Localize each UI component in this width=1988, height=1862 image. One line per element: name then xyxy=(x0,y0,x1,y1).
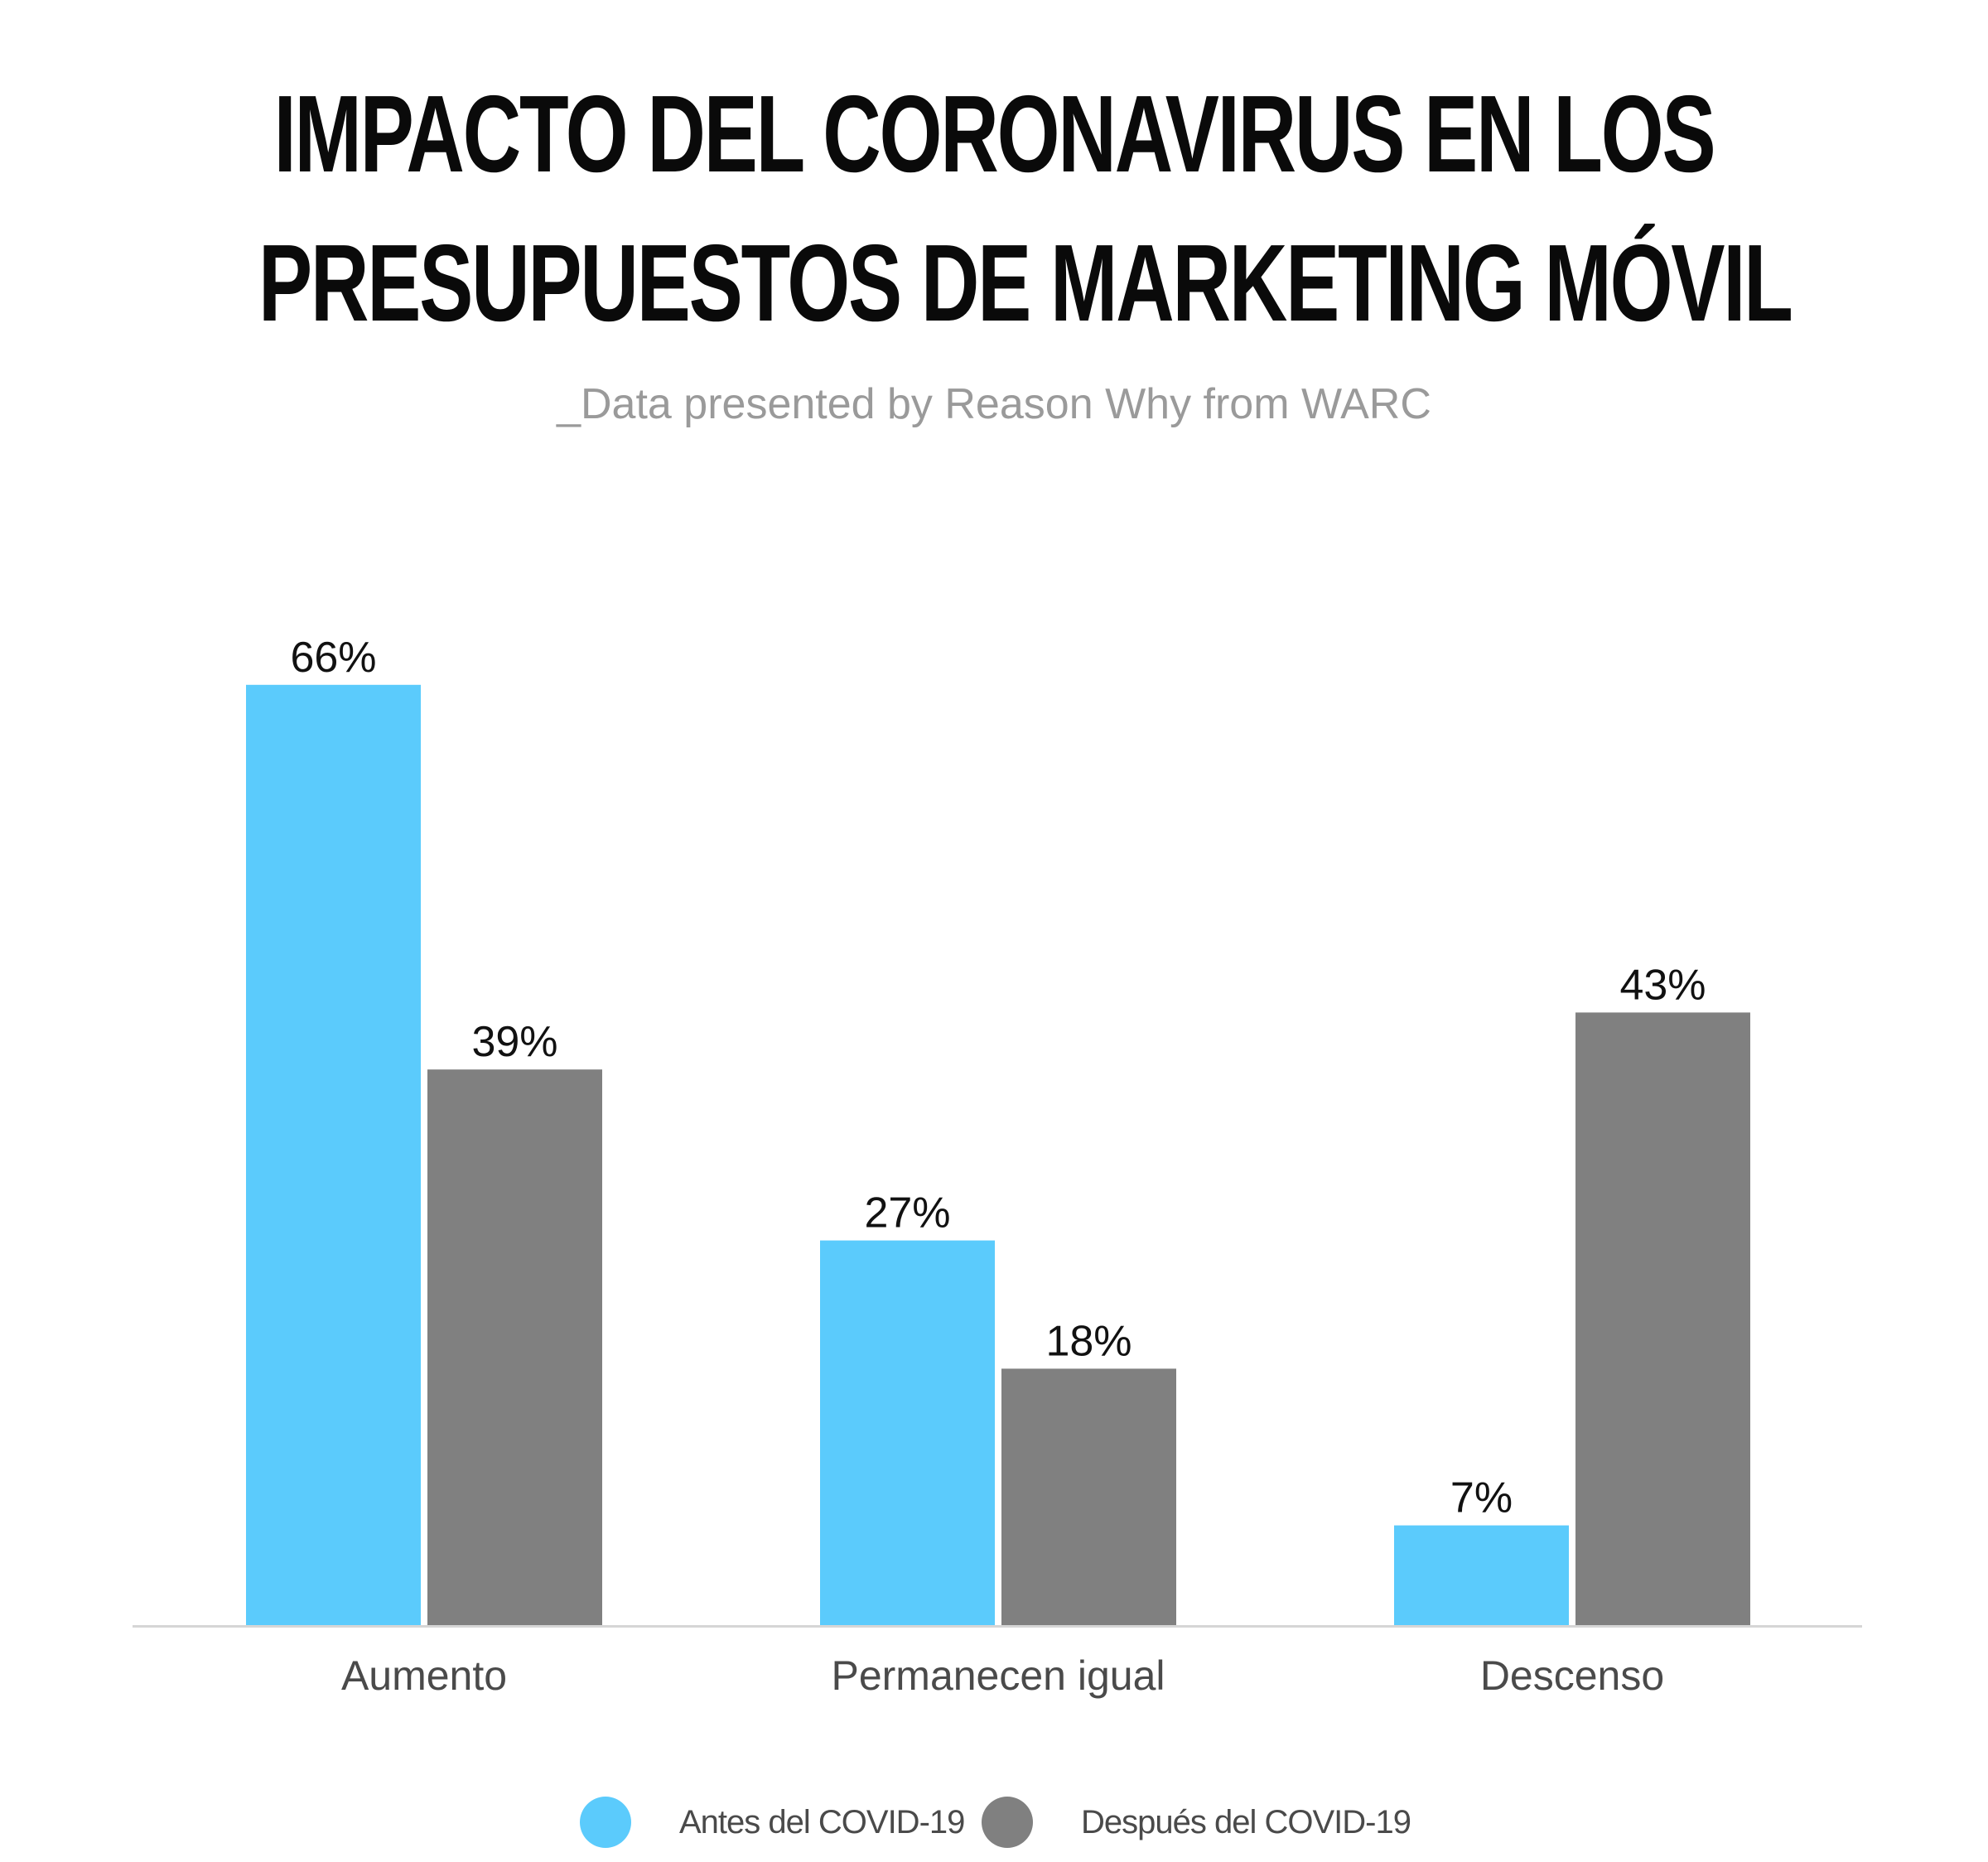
bar-permanecen-igual-antes xyxy=(820,1240,995,1625)
bar-aumento-antes xyxy=(246,684,421,1625)
chart-title-line-1: IMPACTO DEL CORONAVIRUS EN LOS xyxy=(273,73,1716,195)
legend-label-antes: Antes del COVID-19 xyxy=(679,1803,965,1840)
legend-item-antes: Antes del COVID-19 xyxy=(580,1793,965,1851)
value-label-aumento-antes: 66% xyxy=(290,634,376,682)
category-label-descenso: Descenso xyxy=(1480,1652,1664,1699)
value-label-aumento-despues: 39% xyxy=(471,1018,557,1066)
value-label-descenso-despues: 43% xyxy=(1619,961,1706,1009)
legend-swatch-antes xyxy=(580,1797,631,1848)
value-label-permanecen-igual-antes: 27% xyxy=(864,1189,950,1237)
category-label-aumento: Aumento xyxy=(341,1652,507,1699)
chart-title-line-2: PRESUPUESTOS DE MARKETING MÓVIL xyxy=(258,222,1793,344)
value-label-permanecen-igual-despues: 18% xyxy=(1045,1317,1132,1365)
legend-swatch-despues xyxy=(982,1797,1033,1848)
category-label-permanecen-igual: Permanecen igual xyxy=(831,1652,1165,1699)
value-label-descenso-antes: 7% xyxy=(1450,1474,1513,1522)
legend-label-despues: Después del COVID-19 xyxy=(1081,1803,1411,1840)
chart-subtitle: _Data presented by Reason Why from WARC xyxy=(557,380,1431,428)
bar-descenso-despues xyxy=(1575,1012,1750,1625)
legend-item-despues: Después del COVID-19 xyxy=(982,1793,1411,1851)
bar-aumento-despues xyxy=(427,1069,602,1625)
bar-permanecen-igual-despues xyxy=(1001,1368,1176,1625)
bar-descenso-antes xyxy=(1394,1525,1569,1625)
